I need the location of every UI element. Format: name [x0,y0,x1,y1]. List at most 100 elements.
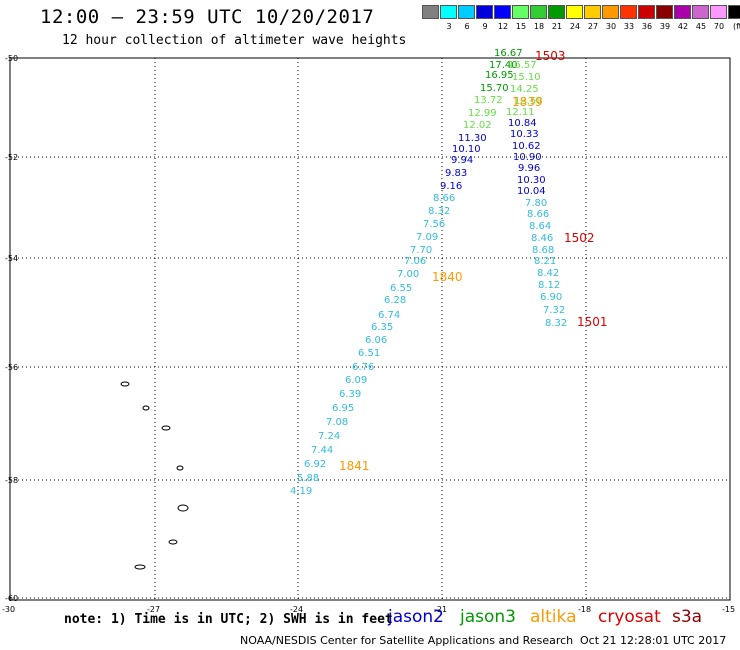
swh-value-label: 6.74 [378,310,400,321]
footer-timestamp: Oct 21 12:28:01 UTC 2017 [580,634,727,647]
scale-swatch [638,5,655,19]
swh-value-label: 7.06 [404,256,426,267]
swh-value-label: 6.06 [365,335,387,346]
swh-value-label: 7.80 [525,198,547,209]
swh-value-label: 9.94 [451,155,473,166]
swh-value-label: 8.21 [534,256,556,267]
legend-s3a: s3a [672,607,703,627]
swh-value-label: 13.72 [474,95,503,106]
scale-label: 24 [569,22,581,31]
swh-value-label: 10.84 [508,118,537,129]
swh-value-label: 6.76 [352,362,374,373]
swh-value-label: 6.95 [332,403,354,414]
swh-value-label: 8.42 [537,268,559,279]
lat-tick-label: -54 [5,254,18,263]
scale-swatch [656,5,673,19]
legend-jason3: jason3 [460,607,516,627]
lat-tick-label: -58 [5,476,18,485]
legend-jason2: jason2 [388,607,444,627]
island-outline [134,564,146,570]
page-subtitle: 12 hour collection of altimeter wave hei… [62,33,407,48]
swh-value-label: 14.25 [510,84,539,95]
swh-value-label: 7.44 [311,445,333,456]
swh-value-label: 6.51 [358,348,380,359]
color-scale-bar [422,5,740,19]
swh-value-label: 15.10 [512,72,541,83]
legend-cryosat: cryosat [598,607,661,627]
island-outline [120,381,130,387]
scale-label: 39 [659,22,671,31]
lon-tick-label: -15 [722,605,735,614]
scale-swatch [422,5,439,19]
scale-swatch [584,5,601,19]
swh-value-label: 6.28 [384,295,406,306]
swh-value-label: 6.55 [390,283,412,294]
island-outline [176,465,184,471]
swh-value-label: 8.66 [433,193,455,204]
swh-value-label: 8.46 [531,233,553,244]
lat-tick-label: -52 [5,153,18,162]
scale-label: 42 [677,22,689,31]
swh-value-label: 12.11 [506,107,535,118]
scale-swatch [494,5,511,19]
scale-swatch [620,5,637,19]
swh-value-label: 7.24 [318,431,340,442]
swh-value-label: 11.30 [458,133,487,144]
lon-tick-label: -24 [290,605,303,614]
swh-value-label: 16.57 [508,60,537,71]
time-label: 1839 [512,95,543,109]
swh-value-label: 10.04 [517,186,546,197]
swh-value-label: 8.32 [545,318,567,329]
swh-value-label: 9.96 [518,163,540,174]
scale-swatch [440,5,457,19]
scale-label: 15 [515,22,527,31]
swh-value-label: 13.58 [514,96,543,107]
scale-label: 6 [464,22,470,31]
swh-value-label: 8.66 [527,209,549,220]
scale-label: 18 [533,22,545,31]
lon-tick-label: -21 [434,605,447,614]
note-text: note: 1) Time is in UTC; 2) SWH is in fe… [64,612,393,627]
island-outline [177,504,189,512]
island-outline [168,539,178,545]
lon-tick-label: -30 [2,605,15,614]
swh-value-label: 10.90 [513,152,542,163]
legend-altika: altika [530,607,577,627]
swh-value-label: 9.16 [440,181,462,192]
page-title: 12:00 — 23:59 UTC 10/20/2017 [40,6,375,28]
scale-label: 21 [551,22,563,31]
swh-value-label: 6.35 [371,322,393,333]
scale-swatch [548,5,565,19]
lat-tick-label: -56 [5,363,18,372]
swh-value-label: 16.67 [494,48,523,59]
swh-value-label: 7.09 [416,232,438,243]
swh-value-label: 12.99 [468,108,497,119]
time-label: 1840 [432,270,463,284]
time-label: 1841 [339,459,370,473]
swh-value-label: 4.19 [290,486,312,497]
lat-tick-label: -50 [5,54,18,63]
scale-label: 30 [605,22,617,31]
scale-label: 33 [623,22,635,31]
lon-tick-label: -27 [147,605,160,614]
swh-value-label: 7.08 [326,417,348,428]
swh-value-label: 15.70 [480,83,509,94]
swh-value-label: 10.10 [452,144,481,155]
time-label: 1502 [564,231,595,245]
lat-tick-label: -60 [5,594,18,603]
scale-swatch [728,5,740,19]
scale-swatch [710,5,727,19]
time-label: 1501 [577,315,608,329]
swh-value-label: 6.09 [345,375,367,386]
swh-value-label: 16.95 [485,70,514,81]
scale-label: 3 [446,22,452,31]
scale-swatch [566,5,583,19]
scale-label: 9 [482,22,488,31]
swh-value-label: 7.70 [410,245,432,256]
swh-value-label: 17.40 [489,60,518,71]
scale-label: 27 [587,22,599,31]
scale-label: 45 [695,22,707,31]
scale-label: 12 [497,22,509,31]
